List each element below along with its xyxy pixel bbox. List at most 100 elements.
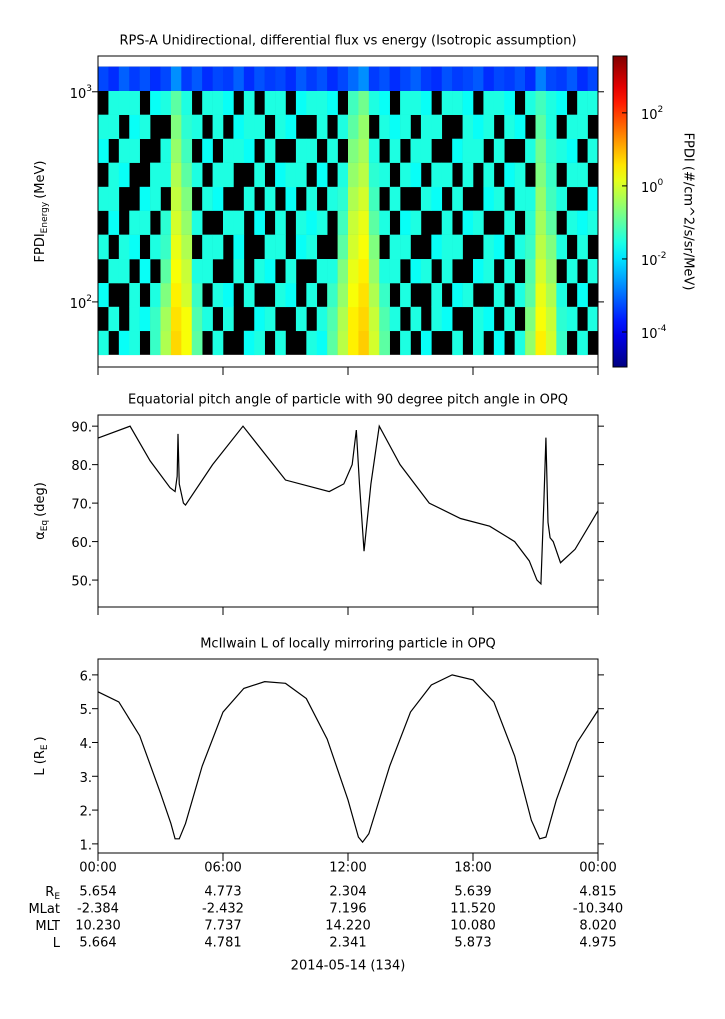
y-tick-label: 90. [71, 421, 92, 436]
spectrogram-cell [306, 234, 318, 260]
spectrogram-cell [535, 306, 547, 332]
spectrogram-cell [566, 306, 578, 332]
spectrogram-cell [285, 259, 297, 284]
spectrogram-cell [275, 234, 286, 260]
spectrogram-cell [473, 114, 484, 139]
spectrogram-cell [514, 283, 526, 308]
ephemeris-value: 4.781 [204, 936, 241, 951]
spectrogram-cell [368, 210, 380, 235]
spectrogram-cell [254, 306, 265, 332]
spectrogram-cell [348, 138, 359, 163]
ephemeris-row-label-main: MLat [28, 902, 60, 917]
spectrogram-cell [202, 234, 213, 260]
spectrogram-cell [368, 306, 380, 332]
spectrogram-cell [150, 186, 161, 211]
spectrogram-cell [483, 306, 495, 332]
spectrogram-cell [535, 162, 547, 188]
spectrogram-cell [327, 306, 338, 332]
spectrogram-cell [295, 210, 307, 235]
y-tick-label: 2. [80, 805, 92, 820]
spectrogram-cell [212, 330, 224, 356]
colorbar-tick-label-base: 10 [641, 253, 658, 268]
spectrogram-cell [514, 330, 526, 356]
spectrogram-cell [202, 66, 213, 91]
spectrogram-cell [452, 66, 463, 91]
spectrogram-cell [441, 234, 453, 260]
spectrogram-cell [577, 283, 588, 308]
data-line [97, 424, 599, 586]
spectrogram-cell [525, 259, 536, 284]
spectrogram-cell [483, 234, 495, 260]
spectrogram-cell [98, 66, 109, 91]
spectrogram-cell [504, 210, 515, 235]
y-tick-label-exponent: 2 [86, 293, 92, 303]
spectrogram-cell [243, 114, 255, 139]
spectrogram-cell [462, 162, 474, 188]
spectrogram-cell [348, 330, 359, 356]
spectrogram-cell [129, 283, 140, 308]
spectrogram-cell [212, 283, 224, 308]
spectrogram-cell [181, 306, 193, 332]
spectrogram-cell [493, 66, 505, 91]
spectrogram-cell [202, 186, 213, 211]
spectrogram-cell [348, 162, 359, 188]
spectrogram-cell [556, 186, 568, 211]
panel-title: McIlwain L of locally mirroring particle… [200, 637, 496, 652]
spectrogram-cell [160, 162, 172, 188]
spectrogram-cell [379, 114, 390, 139]
spectrogram-cell [275, 114, 286, 139]
spectrogram-cell [108, 259, 120, 284]
spectrogram-cell [181, 186, 193, 211]
spectrogram-cell [348, 90, 359, 115]
colorbar-tick-label-exponent: -2 [658, 250, 667, 260]
spectrogram-cell [118, 138, 130, 163]
spectrogram-cell [170, 234, 182, 260]
spectrogram-cell [170, 259, 182, 284]
spectrogram-cell [410, 306, 422, 332]
spectrogram-cell [535, 259, 547, 284]
spectrogram-cell [525, 66, 536, 91]
colorbar-tick-label-exponent: 0 [658, 177, 664, 187]
spectrogram-cell [170, 90, 182, 115]
spectrogram-cell [420, 90, 432, 115]
spectrogram-cell [358, 114, 370, 139]
spectrogram-cell [285, 283, 297, 308]
spectrogram-cell [525, 234, 536, 260]
spectrogram-cell [368, 186, 380, 211]
y-axis-label-sub: E [40, 744, 50, 750]
spectrogram-cell [223, 162, 234, 188]
spectrogram-cell [587, 306, 599, 332]
colorbar-label: FPDI (#/cm^2/s/sr/MeV) [681, 133, 696, 291]
y-tick-label: 102 [70, 293, 92, 311]
spectrogram-cell [254, 330, 265, 356]
spectrogram-cell [275, 66, 286, 91]
spectrogram-cell [473, 210, 484, 235]
spectrogram-cell [129, 330, 140, 356]
spectrogram-cell [337, 306, 349, 332]
spectrogram-cell [525, 283, 536, 308]
ephemeris-value: 4.773 [204, 885, 241, 900]
spectrogram-cell [306, 66, 318, 91]
spectrogram-cell [473, 138, 484, 163]
panel-title: RPS-A Unidirectional, differential flux … [119, 34, 576, 49]
spectrogram-cell [535, 114, 547, 139]
panel-title: Equatorial pitch angle of particle with … [128, 393, 568, 408]
spectrogram-cell [545, 306, 557, 332]
x-tick-label: 18:00 [454, 861, 491, 876]
spectrogram-cell [420, 186, 432, 211]
spectrogram-cell [348, 283, 359, 308]
spectrogram-cell [98, 138, 109, 163]
spectrogram-cell [316, 330, 328, 356]
spectrogram-cell [441, 210, 453, 235]
spectrogram-cell [379, 283, 390, 308]
colorbar-tick-label-exponent: -4 [658, 323, 667, 333]
spectrogram-cell [504, 114, 515, 139]
spectrogram-cell [462, 283, 474, 308]
spectrogram-cell [420, 330, 432, 356]
y-tick-label: 60. [71, 536, 92, 551]
spectrogram-cell [285, 186, 297, 211]
spectrogram-cell [431, 306, 443, 332]
spectrogram-cell [462, 138, 474, 163]
spectrogram-cell [295, 306, 307, 332]
spectrogram-cell [337, 283, 349, 308]
